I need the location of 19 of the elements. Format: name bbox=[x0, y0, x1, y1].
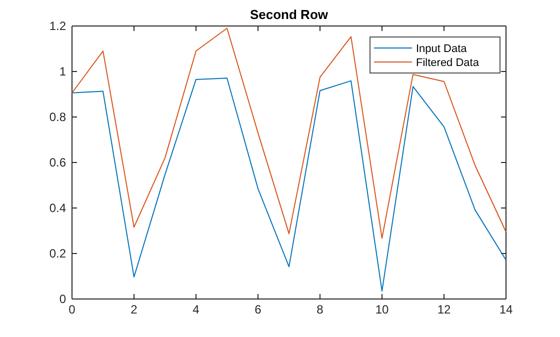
line-series bbox=[72, 78, 506, 292]
x-tick-label: 4 bbox=[192, 302, 200, 317]
y-tick-label: 0.4 bbox=[49, 200, 66, 215]
y-tick-label: 0.6 bbox=[49, 155, 66, 170]
y-tick-label: 0 bbox=[59, 292, 66, 306]
x-tick-label: 6 bbox=[254, 302, 262, 317]
y-tick-label: 0.8 bbox=[49, 110, 66, 124]
x-tick-label: 0 bbox=[68, 302, 76, 317]
legend-label: Filtered Data bbox=[416, 57, 480, 69]
y-tick-label: 1.2 bbox=[49, 18, 66, 33]
x-tick-label: 8 bbox=[316, 302, 324, 317]
chart-title: Second Row bbox=[250, 7, 329, 22]
x-tick-label: 12 bbox=[437, 302, 451, 317]
y-tick-label: 1 bbox=[59, 64, 66, 78]
legend-label: Input Data bbox=[416, 43, 468, 55]
x-tick-label: 10 bbox=[375, 302, 389, 317]
y-tick-label: 0.2 bbox=[49, 246, 66, 260]
x-tick-label: 2 bbox=[130, 302, 138, 317]
x-tick-label: 14 bbox=[499, 302, 513, 317]
